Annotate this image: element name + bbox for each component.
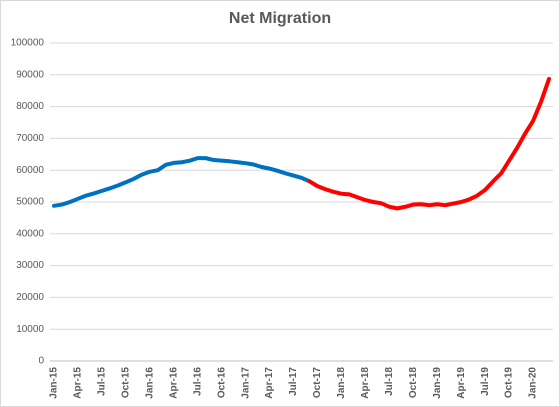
y-tick-label: 60000 — [16, 165, 44, 176]
y-tick-label: 80000 — [16, 101, 44, 112]
y-tick-label: 20000 — [16, 292, 44, 303]
x-tick-label: Oct-19 — [504, 367, 515, 399]
x-tick-label: Oct-17 — [312, 367, 323, 399]
series-line — [51, 156, 312, 208]
y-tick-label: 0 — [38, 356, 44, 367]
series-line — [307, 76, 552, 211]
x-tick-label: Jul-18 — [384, 367, 395, 396]
y-tick-label: 100000 — [11, 38, 45, 49]
x-tick-label: Oct-16 — [216, 367, 227, 399]
x-tick-label: Apr-18 — [360, 367, 371, 399]
x-tick-label: Jan-16 — [144, 367, 155, 399]
x-tick-label: Jan-19 — [432, 367, 443, 399]
y-tick-label: 40000 — [16, 228, 44, 239]
x-tick-label: Jan-17 — [240, 367, 251, 399]
x-tick-label: Oct-18 — [408, 367, 419, 399]
x-tick-label: Jul-15 — [97, 367, 108, 396]
x-tick-label: Jul-17 — [288, 367, 299, 396]
x-tick-label: Apr-16 — [168, 367, 179, 399]
y-tick-label: 50000 — [16, 197, 44, 208]
x-tick-label: Apr-17 — [264, 367, 275, 399]
y-tick-label: 30000 — [16, 260, 44, 271]
y-tick-label: 10000 — [16, 324, 44, 335]
x-tick-label: Jul-19 — [480, 367, 491, 396]
x-tick-label: Apr-19 — [456, 367, 467, 399]
x-tick-label: Jan-18 — [336, 367, 347, 399]
y-tick-label: 70000 — [16, 133, 44, 144]
x-tick-label: Apr-15 — [73, 367, 84, 399]
x-tick-label: Jan-20 — [528, 367, 539, 399]
x-tick-label: Jul-16 — [192, 367, 203, 396]
y-tick-label: 90000 — [16, 69, 44, 80]
x-tick-label: Oct-15 — [120, 367, 131, 399]
x-tick-label: Jan-15 — [49, 367, 60, 399]
chart-title: Net Migration — [229, 10, 331, 27]
